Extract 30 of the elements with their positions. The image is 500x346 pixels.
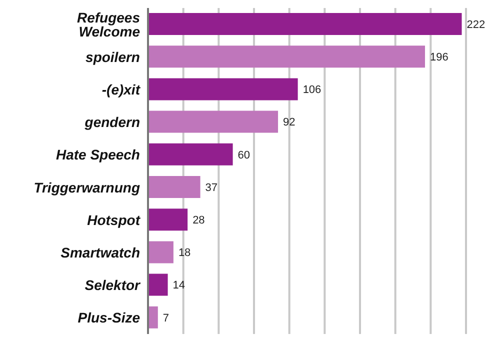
data-label: 28 bbox=[192, 214, 205, 227]
data-label: 106 bbox=[302, 84, 322, 96]
y-tick-label: Refugees Welcome bbox=[76, 9, 140, 40]
bar bbox=[148, 46, 426, 68]
y-tick-label: Selektor bbox=[84, 277, 142, 294]
y-tick-label: Smartwatch bbox=[60, 244, 140, 260]
y-tick-label: -(e)xit bbox=[102, 81, 142, 98]
bar bbox=[148, 274, 168, 296]
data-label: 18 bbox=[178, 247, 191, 260]
bar bbox=[148, 241, 174, 264]
bar bbox=[148, 78, 298, 100]
bar bbox=[148, 110, 278, 133]
y-tick-label: spoilern bbox=[86, 48, 140, 65]
data-label: 196 bbox=[430, 52, 448, 64]
bar bbox=[148, 13, 462, 35]
data-label: 60 bbox=[238, 149, 250, 162]
data-label: 92 bbox=[283, 116, 296, 129]
bar bbox=[148, 143, 233, 166]
y-tick-label: Hotspot bbox=[87, 212, 142, 228]
y-tick-label: Hate Speech bbox=[56, 146, 140, 163]
y-tick-label: Triggerwarnung bbox=[34, 179, 140, 196]
data-label: 222 bbox=[466, 18, 486, 31]
data-label: 37 bbox=[205, 182, 218, 194]
data-label: 7 bbox=[162, 312, 170, 324]
y-tick-label: Plus-Size bbox=[78, 310, 140, 326]
bar bbox=[148, 306, 158, 328]
y-tick-label: gendern bbox=[84, 114, 140, 130]
bar bbox=[148, 208, 188, 231]
bar bbox=[148, 176, 200, 198]
data-label: 14 bbox=[172, 280, 186, 292]
